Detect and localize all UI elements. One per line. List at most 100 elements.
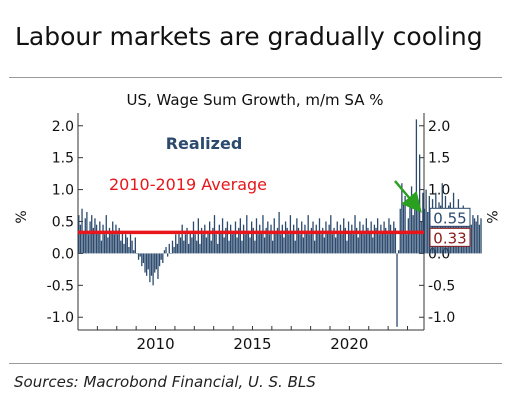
bar [417, 202, 419, 254]
y-tick-label-left: 2.0 [52, 119, 74, 135]
bar [477, 215, 479, 254]
bar [188, 243, 190, 254]
bar [360, 231, 363, 254]
bar [331, 234, 334, 254]
bar [133, 250, 135, 254]
bar [121, 231, 124, 254]
bar [313, 240, 316, 254]
bar [168, 243, 170, 254]
bar [414, 199, 416, 254]
x-tick-label: 2020 [330, 335, 368, 353]
bar [236, 237, 238, 254]
bar [125, 234, 127, 254]
bar [276, 227, 279, 254]
bar [202, 234, 204, 254]
bar [213, 215, 216, 254]
bar [310, 227, 313, 254]
bar [385, 227, 387, 254]
bar [302, 237, 304, 254]
bar [270, 224, 272, 254]
bar [373, 224, 376, 254]
y-tick-label-left: 0.0 [52, 246, 74, 262]
y-tick-label-left: -0.5 [47, 278, 74, 294]
bar [420, 221, 422, 254]
bar [196, 240, 198, 254]
bar [391, 231, 393, 254]
bar [171, 240, 174, 254]
bar [107, 237, 109, 254]
bar [341, 234, 343, 254]
headline: Labour markets are gradually cooling [15, 22, 483, 51]
bar [233, 231, 235, 254]
bar [357, 237, 359, 254]
bar [428, 195, 430, 254]
bar [134, 237, 136, 254]
bar [128, 247, 130, 254]
bar [330, 215, 332, 254]
value-badge-0 [429, 207, 471, 227]
series-label-realized: Realized [166, 134, 243, 153]
bar [113, 234, 115, 254]
bar [220, 231, 222, 254]
y-tick-label-left: 0.5 [52, 215, 74, 231]
y-tick-label-right: 2.0 [428, 119, 450, 135]
bar [78, 215, 80, 254]
bar [194, 234, 196, 254]
bar [165, 247, 167, 254]
bar [339, 224, 342, 254]
bar [268, 234, 271, 254]
bar [199, 243, 201, 254]
bar [95, 224, 98, 254]
bar [221, 218, 224, 254]
bar [263, 237, 266, 254]
bar [146, 253, 148, 276]
bar [318, 218, 321, 254]
y-tick-label-left: 1.0 [52, 183, 74, 199]
bar [189, 231, 191, 254]
bar [334, 237, 337, 254]
bar [292, 224, 295, 254]
bar [317, 231, 319, 254]
bar [267, 221, 269, 254]
y-tick-label-right: 1.5 [428, 151, 450, 167]
bar [323, 237, 325, 254]
bar [141, 253, 143, 267]
bar [299, 234, 301, 254]
bar [418, 154, 421, 254]
source-note: Sources: Macrobond Financial, U. S. BLS [14, 373, 316, 391]
bar [355, 227, 358, 254]
bar [257, 234, 259, 254]
bar [163, 250, 166, 254]
bar [83, 231, 85, 254]
bar [386, 234, 388, 254]
bar [115, 224, 117, 254]
bottom-divider [9, 363, 502, 364]
bar [242, 224, 245, 254]
bar [423, 208, 426, 254]
bar [225, 227, 227, 254]
bar [352, 234, 355, 254]
bar [255, 218, 258, 254]
bar [380, 224, 382, 254]
bar [305, 231, 308, 254]
bar [158, 253, 161, 267]
bar [150, 253, 153, 276]
reference-line-label: 2010-2019 Average [109, 175, 267, 194]
bar [389, 224, 392, 254]
bar [312, 221, 314, 254]
bar [154, 253, 156, 273]
y-tick-label-left: -1.0 [47, 310, 74, 326]
bar [91, 215, 93, 254]
value-badge-label-1: 0.33 [433, 229, 466, 247]
bar [207, 231, 209, 254]
bar [473, 218, 476, 254]
bar [179, 237, 182, 254]
bar [155, 253, 157, 270]
bar [142, 253, 145, 263]
bar [281, 224, 283, 254]
bar [92, 227, 94, 254]
bar [231, 234, 233, 254]
bar [197, 218, 199, 254]
bar [144, 253, 146, 273]
